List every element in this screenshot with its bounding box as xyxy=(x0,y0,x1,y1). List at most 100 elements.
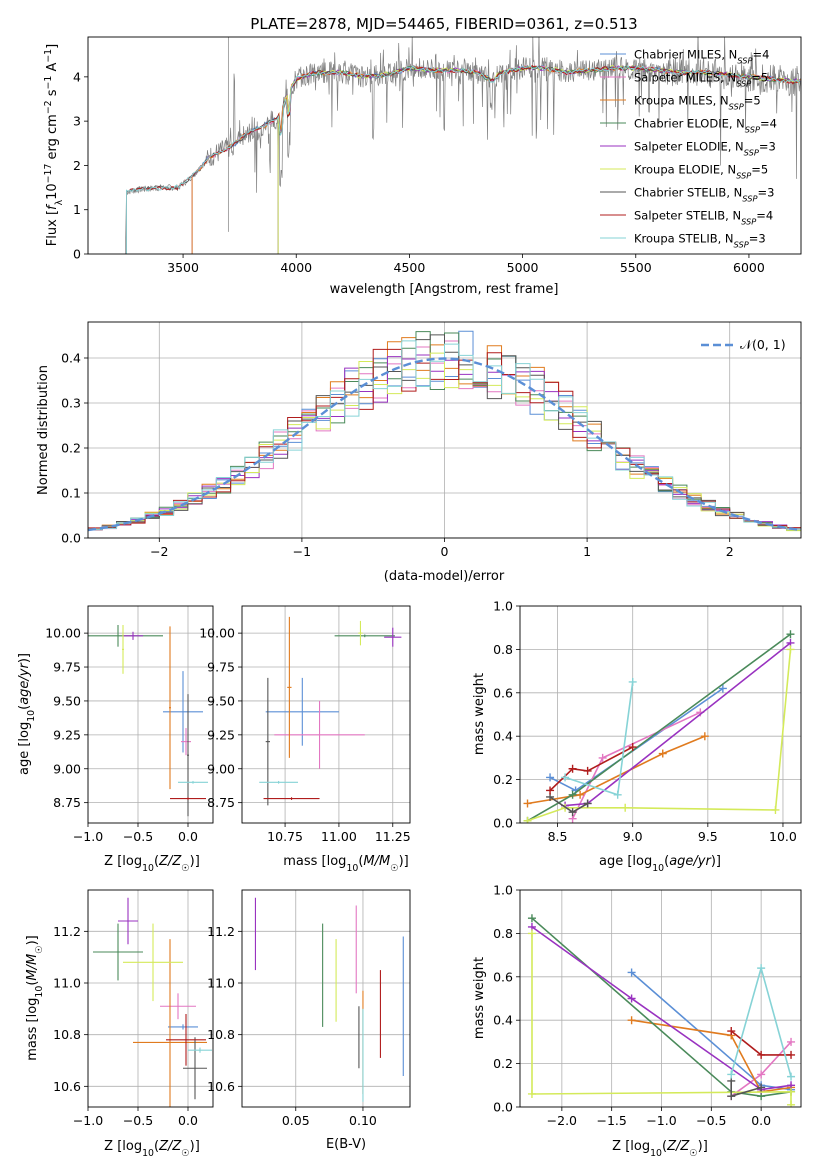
weight-point-marker xyxy=(787,1072,796,1081)
weight-point-marker xyxy=(621,803,630,812)
x-tick-label: 0 xyxy=(441,544,449,559)
y-tick-label: 3 xyxy=(73,114,81,129)
plot-area xyxy=(88,890,213,1107)
weight-point-marker xyxy=(628,677,637,686)
x-tick-label: 4500 xyxy=(394,260,426,275)
weight-series-line xyxy=(564,681,634,796)
weight-point-marker xyxy=(568,790,577,799)
weight-point-marker xyxy=(787,1037,796,1046)
weight-point-marker xyxy=(527,1089,536,1098)
weight-series-line xyxy=(549,746,634,792)
x-axis-label: Z [log10(Z/Z☉)] xyxy=(104,1139,200,1159)
y-tick-label: 10.00 xyxy=(45,626,81,641)
axes-frame xyxy=(87,605,214,824)
x-tick-label: 5000 xyxy=(507,260,539,275)
y-tick-label: 1.0 xyxy=(493,883,513,898)
y-tick-label: 0.6 xyxy=(493,685,513,700)
y-tick-label: 10.8 xyxy=(207,1027,235,1042)
weight-point-marker xyxy=(598,753,607,762)
weight-point-marker xyxy=(583,799,592,808)
y-tick-label: 0.4 xyxy=(61,351,81,366)
weight-point-marker xyxy=(787,1087,796,1096)
y-tick-label: 0.2 xyxy=(493,772,513,787)
weight-series-line xyxy=(527,735,706,805)
weight-point-marker xyxy=(576,790,585,799)
weight-point-marker xyxy=(527,929,536,938)
weight-point-marker xyxy=(627,1016,636,1025)
x-tick-label: 3500 xyxy=(167,260,199,275)
y-tick-label: 0.0 xyxy=(61,531,81,546)
y-axis-label: Normed distribution xyxy=(36,365,51,495)
weight-point-marker xyxy=(568,808,577,817)
x-axis-label: Z [log10(Z/Z☉)] xyxy=(612,1139,708,1159)
y-tick-label: 0.4 xyxy=(493,729,513,744)
y-tick-label: 0.8 xyxy=(493,642,513,657)
y-axis-label: age [log10(age/yr)] xyxy=(17,653,37,775)
y-axis-label: mass weight xyxy=(472,673,487,755)
legend-entry: Chabrier STELIB, NSSP=3 xyxy=(634,186,774,204)
x-tick-label: 9.0 xyxy=(623,829,643,844)
page-title: PLATE=2878, MJD=54465, FIBERID=0361, z=0… xyxy=(250,15,637,33)
x-tick-label: 5500 xyxy=(620,260,652,275)
y-tick-label: 11.0 xyxy=(207,976,235,991)
axes-frame xyxy=(519,889,802,1108)
legend-entry: 𝒩(0, 1) xyxy=(740,337,786,352)
histogram-series xyxy=(88,340,801,530)
weight-series-line xyxy=(565,642,791,807)
x-tick-label: −0.5 xyxy=(123,1113,153,1128)
y-tick-label: 2 xyxy=(73,158,81,173)
x-tick-label: 10.0 xyxy=(769,829,797,844)
x-tick-label: 0.0 xyxy=(178,1113,198,1128)
x-tick-label: 1 xyxy=(583,544,591,559)
y-tick-label: 9.50 xyxy=(53,693,81,708)
legend-entry: Kroupa STELIB, NSSP=3 xyxy=(634,232,766,250)
axes-frame xyxy=(241,889,411,1108)
weight-point-marker xyxy=(787,1050,796,1059)
weight-point-marker xyxy=(757,964,766,973)
weight-point-marker xyxy=(727,1092,736,1101)
weight-point-marker xyxy=(658,749,667,758)
y-tick-label: 9.75 xyxy=(53,660,81,675)
x-tick-label: 0.10 xyxy=(349,1113,377,1128)
axes-age_vs_mass: 10.75 11.00 11.25 8.75 9.00 9.25 9.50 9.75 10.00 xyxy=(199,605,411,844)
histogram-series xyxy=(88,348,801,529)
x-tick-label: 6000 xyxy=(733,260,765,275)
y-tick-label: 11.2 xyxy=(207,924,235,939)
x-tick-label: 4000 xyxy=(280,260,312,275)
x-tick-label: −2.0 xyxy=(547,1113,577,1128)
weight-point-marker xyxy=(561,773,570,782)
y-tick-label: 9.75 xyxy=(207,660,235,675)
histogram-series xyxy=(88,334,801,531)
axes-frame xyxy=(87,889,214,1108)
y-tick-label: 9.00 xyxy=(53,761,81,776)
plot-area xyxy=(520,606,801,823)
x-tick-label: −1.0 xyxy=(73,829,103,844)
x-tick-label: −1 xyxy=(293,544,311,559)
axes-mass_vs_Z: −1.0 −0.5 0.0 10.6 10.8 11.0 11.2 xyxy=(53,889,214,1128)
weight-point-marker xyxy=(627,968,636,977)
y-tick-label: 10.00 xyxy=(199,626,235,641)
weight-series-line xyxy=(531,926,792,1091)
weight-point-marker xyxy=(718,684,727,693)
plot-area xyxy=(88,322,801,538)
legend-entry: Chabrier ELODIE, NSSP=4 xyxy=(634,117,777,135)
y-axis-label: mass [log10(M/M☉)] xyxy=(25,935,45,1061)
weight-point-marker xyxy=(786,630,795,639)
axes-frame xyxy=(87,36,802,255)
plot-area xyxy=(242,890,410,1107)
weight-point-marker xyxy=(527,914,536,923)
weight-point-marker xyxy=(568,764,577,773)
weight-point-marker xyxy=(727,1027,736,1036)
legend-entry: Salpeter ELODIE, NSSP=3 xyxy=(634,140,776,158)
y-tick-label: 0.2 xyxy=(493,1056,513,1071)
y-axis-label: Flux [fλ10−17 erg cm−2 s−1 A−1] xyxy=(43,44,65,246)
model-line xyxy=(126,64,801,254)
axes-spectrum: 3500 4000 4500 5000 5500 6000 0 1 2 3 4 xyxy=(73,36,802,275)
y-tick-label: 9.25 xyxy=(207,727,235,742)
y-tick-label: 0.8 xyxy=(493,926,513,941)
plot-area xyxy=(124,37,801,254)
x-tick-label: −2 xyxy=(150,544,168,559)
weight-point-marker xyxy=(583,766,592,775)
y-tick-label: 9.50 xyxy=(207,693,235,708)
